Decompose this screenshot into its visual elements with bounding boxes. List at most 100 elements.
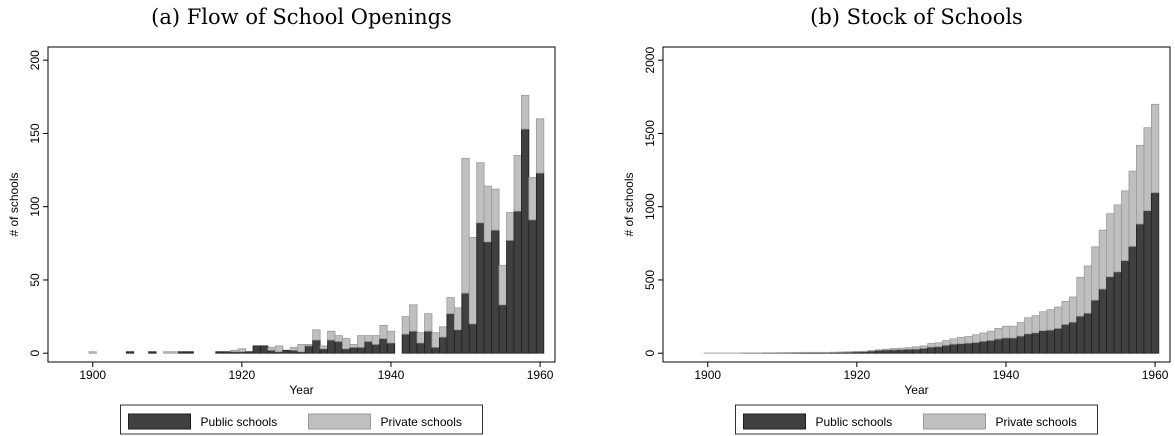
bar-segment — [439, 336, 448, 354]
bar-segment — [185, 351, 194, 354]
bar-segment — [912, 348, 921, 354]
bar-segment — [875, 349, 884, 354]
bar-segment — [230, 349, 239, 353]
bar-segment — [949, 338, 958, 345]
bar-segment — [942, 344, 951, 354]
chart-title: (b) Stock of Schools — [810, 5, 1023, 29]
bar-segment — [528, 219, 537, 354]
bar-segment — [942, 340, 951, 346]
bar-segment — [431, 332, 440, 348]
bar-segment — [1113, 271, 1122, 354]
bar-segment — [513, 210, 522, 354]
bar-segment — [483, 185, 493, 243]
legend-label: Private schools — [381, 415, 462, 429]
bar-segment — [424, 330, 433, 354]
bar-segment — [498, 304, 507, 354]
bar-segment — [964, 342, 973, 354]
bar-segment — [1143, 127, 1152, 212]
bar-segment — [957, 343, 966, 354]
bar-segment — [386, 330, 396, 344]
y-tick-label: 1500 — [643, 120, 657, 147]
bar-segment — [1031, 315, 1040, 334]
y-tick-label: 150 — [28, 123, 42, 143]
bar-segment — [919, 345, 929, 349]
x-axis-label: Year — [904, 383, 928, 397]
bar-segment — [275, 345, 284, 353]
x-axis-label: Year — [289, 383, 313, 397]
bar-segment — [927, 343, 936, 348]
bar-segment — [972, 342, 981, 354]
bar-segment — [342, 338, 351, 350]
bar-segment — [1054, 306, 1063, 329]
bar-segment — [1068, 321, 1078, 354]
bar-segment — [371, 344, 381, 354]
bar-segment — [1143, 210, 1152, 354]
bar-segment — [319, 345, 328, 350]
bar-segment — [222, 351, 232, 354]
plot-frame — [662, 46, 1171, 363]
legend-label: Private schools — [996, 415, 1077, 429]
x-tick-label: 1940 — [993, 368, 1020, 382]
bar-segment — [919, 347, 929, 354]
bar-segment — [349, 344, 358, 348]
bar-segment — [506, 239, 515, 354]
y-tick-label: 0 — [643, 350, 657, 357]
bar-segment — [1121, 190, 1130, 262]
bar-segment — [1083, 265, 1093, 314]
bar-segment — [1113, 204, 1122, 273]
bar-segment — [349, 346, 358, 354]
y-tick-label: 500 — [643, 270, 657, 290]
bar-segment — [476, 222, 485, 354]
bar-segment — [439, 326, 448, 338]
bar-segment — [88, 351, 97, 354]
y-tick-label: 2000 — [643, 47, 657, 74]
bar-segment — [289, 346, 299, 351]
bar-segment — [1046, 329, 1055, 354]
bar-segment — [521, 94, 530, 130]
y-axis-label: # of schools — [622, 172, 636, 236]
x-tick-label: 1960 — [1142, 368, 1169, 382]
bar-segment — [904, 348, 914, 354]
x-tick-label: 1940 — [378, 368, 405, 382]
bar-segment — [1121, 260, 1130, 354]
bar-segment — [934, 342, 943, 348]
bar-segment — [904, 347, 914, 350]
bar-segment — [1136, 144, 1145, 225]
bar-segment — [334, 341, 343, 354]
bar-segment — [267, 349, 276, 354]
x-tick-label: 1900 — [79, 368, 106, 382]
bar-segment — [1083, 312, 1093, 354]
x-tick-label: 1900 — [694, 368, 721, 382]
bar-segment — [986, 340, 996, 354]
bar-segment — [979, 332, 988, 342]
bar-segment — [986, 330, 996, 341]
bar-segment — [972, 334, 981, 343]
bar-segment — [1076, 277, 1085, 317]
bar-segment — [453, 307, 463, 331]
bar-segment — [1001, 337, 1011, 354]
bar-segment — [979, 340, 988, 354]
bar-segment — [364, 335, 373, 342]
bar-segment — [535, 172, 545, 354]
bar-segment — [506, 212, 515, 241]
bar-segment — [890, 349, 899, 354]
y-tick-label: 200 — [28, 50, 42, 70]
bar-segment — [379, 338, 388, 354]
bar-segment — [386, 342, 396, 354]
bar-segment — [401, 316, 411, 335]
bar-segment — [431, 346, 440, 354]
bar-segment — [1106, 276, 1115, 354]
legend-swatch — [923, 413, 986, 430]
bar-segment — [267, 346, 276, 351]
bar-segment — [1031, 332, 1040, 354]
bar-segment — [1009, 337, 1018, 354]
bar-segment — [327, 330, 336, 341]
bar-segment — [964, 336, 973, 344]
bar-segment — [319, 348, 328, 354]
bar-segment — [882, 349, 891, 354]
bar-segment — [245, 351, 254, 354]
bar-segment — [334, 335, 343, 342]
bar-segment — [312, 339, 321, 354]
bar-segment — [528, 176, 537, 221]
bar-segment — [237, 348, 246, 353]
